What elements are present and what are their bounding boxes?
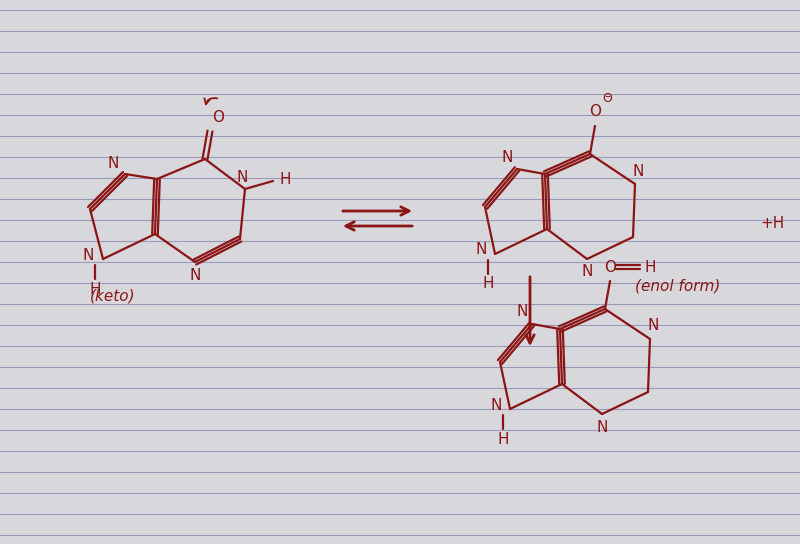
Text: N: N [582,264,593,280]
Text: N: N [632,164,644,178]
Text: N: N [596,419,608,435]
Text: H: H [482,276,494,292]
Text: (keto): (keto) [90,288,136,304]
Text: N: N [475,243,486,257]
Text: N: N [647,318,658,333]
Text: (enol form): (enol form) [635,279,720,294]
Text: Θ: Θ [602,91,612,104]
Text: +H: +H [760,217,784,232]
Text: H: H [498,431,509,447]
Text: N: N [516,305,528,319]
Text: N: N [490,398,502,412]
Text: N: N [107,157,118,171]
Text: N: N [502,150,513,164]
Text: N: N [82,248,94,263]
Text: H: H [279,171,290,187]
Text: N: N [236,170,248,184]
Text: O: O [589,104,601,120]
Text: H: H [90,281,101,296]
Text: O: O [604,259,616,275]
Text: H: H [644,259,656,275]
Text: O: O [212,109,224,125]
Text: N: N [190,268,201,282]
